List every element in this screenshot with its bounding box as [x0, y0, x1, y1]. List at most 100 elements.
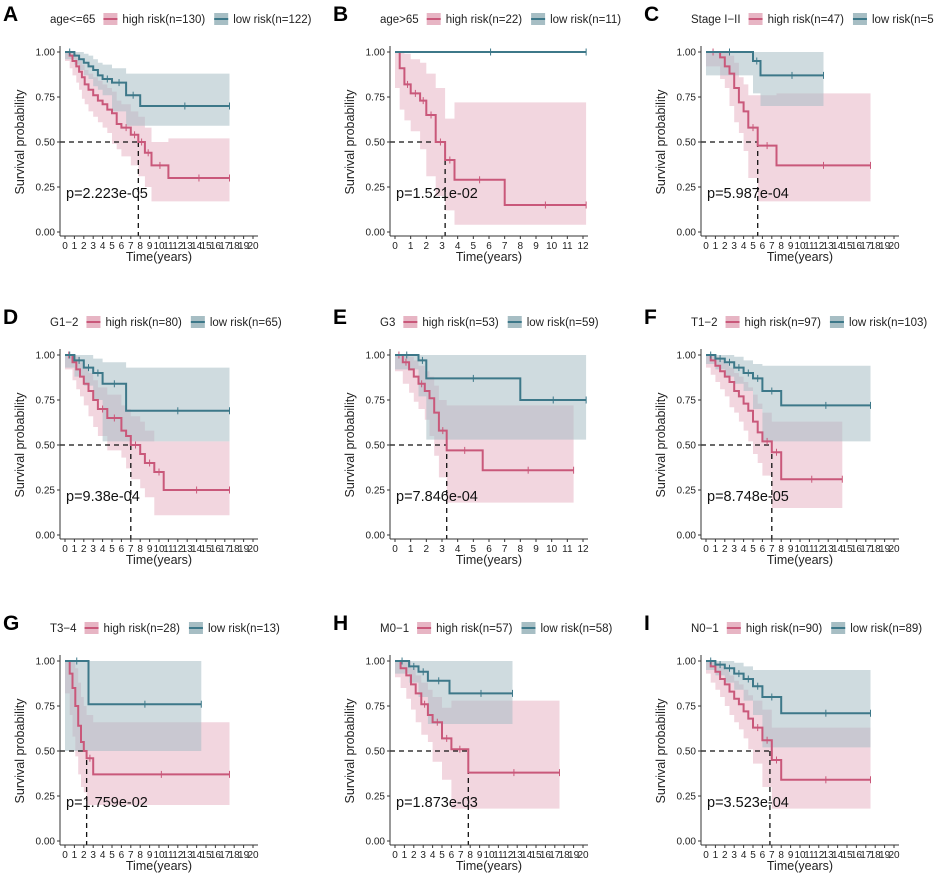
- x-tick-label: 3: [90, 850, 96, 861]
- x-tick-label: 12: [813, 241, 825, 252]
- x-tick-label: 17: [219, 241, 231, 252]
- legend-label-high: high risk(n=53): [422, 317, 499, 329]
- legend-subgroup: T1−2: [691, 317, 718, 329]
- km-panel-g: G T3−4 high risk(n=28) low risk(n=13) 0.00 0.…: [3, 612, 280, 873]
- x-tick-label: 14: [191, 850, 203, 861]
- x-tick-label: 12: [577, 241, 589, 252]
- y-tick-label: 0.00: [36, 837, 56, 848]
- x-tick-label: 12: [813, 544, 825, 555]
- x-tick-label: 6: [119, 241, 125, 252]
- x-tick-label: 9: [788, 544, 794, 555]
- y-tick-label: 0.25: [677, 183, 697, 194]
- x-tick-label: 12: [502, 850, 514, 861]
- x-tick-label: 0: [392, 850, 398, 861]
- ci-band-high: [706, 52, 871, 202]
- x-tick-label: 1: [408, 241, 414, 252]
- km-panel-c: C Stage I−II high risk(n=47) low risk(n=50)…: [644, 3, 934, 264]
- y-axis-title: Survival probability: [343, 89, 357, 195]
- x-tick-label: 11: [163, 241, 174, 252]
- x-tick-label: 17: [549, 850, 561, 861]
- x-tick-label: 2: [81, 544, 87, 555]
- legend-label-low: low risk(n=89): [850, 623, 922, 635]
- p-value: p=3.523e-04: [707, 795, 789, 811]
- km-panel-f: F T1−2 high risk(n=97) low risk(n=103) 0.00 0…: [644, 306, 927, 567]
- x-tick-label: 5: [439, 850, 445, 861]
- x-tick-label: 1: [72, 850, 78, 861]
- x-tick-label: 3: [731, 544, 737, 555]
- x-tick-label: 19: [238, 850, 250, 861]
- y-tick-label: 0.50: [36, 441, 56, 452]
- x-tick-label: 20: [888, 241, 900, 252]
- x-tick-label: 16: [540, 850, 552, 861]
- legend-label-low: low risk(n=103): [849, 317, 927, 329]
- x-tick-label: 6: [449, 850, 455, 861]
- x-tick-label: 6: [760, 544, 766, 555]
- y-tick-label: 1.00: [36, 657, 56, 668]
- x-tick-label: 15: [841, 544, 853, 555]
- x-tick-label: 5: [109, 850, 115, 861]
- x-tick-label: 7: [769, 544, 775, 555]
- x-tick-label: 7: [128, 850, 134, 861]
- y-tick-label: 0.75: [677, 93, 697, 104]
- y-tick-label: 0.25: [366, 183, 386, 194]
- y-tick-label: 1.00: [366, 657, 386, 668]
- x-axis-title: Time(years): [456, 553, 522, 567]
- x-tick-label: 2: [81, 850, 87, 861]
- x-tick-label: 14: [191, 544, 203, 555]
- x-tick-label: 17: [860, 241, 872, 252]
- legend-label-high: high risk(n=22): [446, 14, 523, 26]
- x-tick-label: 17: [219, 850, 231, 861]
- panel-label: H: [333, 612, 348, 635]
- x-tick-label: 8: [137, 544, 143, 555]
- x-tick-label: 0: [62, 544, 68, 555]
- x-tick-label: 10: [794, 850, 806, 861]
- y-axis-title: Survival probability: [343, 392, 357, 498]
- x-tick-label: 16: [851, 850, 863, 861]
- x-tick-label: 15: [841, 241, 853, 252]
- x-tick-label: 19: [568, 850, 580, 861]
- ci-band-low: [65, 355, 230, 442]
- x-tick-label: 0: [392, 544, 398, 555]
- y-axis-title: Survival probability: [654, 698, 668, 804]
- x-tick-label: 5: [109, 544, 115, 555]
- x-tick-label: 18: [229, 241, 241, 252]
- x-tick-label: 10: [546, 544, 558, 555]
- legend-label-high: high risk(n=80): [105, 317, 182, 329]
- x-tick-label: 19: [238, 241, 250, 252]
- x-tick-label: 12: [577, 544, 589, 555]
- x-tick-label: 14: [832, 241, 844, 252]
- x-tick-label: 16: [851, 544, 863, 555]
- x-tick-label: 20: [247, 850, 259, 861]
- y-tick-label: 0.75: [677, 702, 697, 713]
- y-tick-label: 1.00: [366, 351, 386, 362]
- legend-label-low: low risk(n=122): [233, 14, 311, 26]
- x-tick-label: 0: [703, 241, 709, 252]
- x-tick-label: 5: [750, 850, 756, 861]
- x-tick-label: 6: [760, 241, 766, 252]
- x-axis-title: Time(years): [456, 250, 522, 264]
- x-tick-label: 7: [769, 241, 775, 252]
- x-tick-label: 13: [823, 544, 835, 555]
- x-tick-label: 13: [512, 850, 524, 861]
- y-tick-label: 1.00: [36, 48, 56, 59]
- x-tick-label: 4: [741, 544, 747, 555]
- x-tick-label: 3: [439, 544, 445, 555]
- x-tick-label: 8: [137, 850, 143, 861]
- x-tick-label: 13: [182, 850, 194, 861]
- x-tick-label: 7: [458, 850, 464, 861]
- y-tick-label: 0.25: [366, 792, 386, 803]
- y-tick-label: 0.25: [677, 486, 697, 497]
- y-tick-label: 0.00: [36, 228, 56, 239]
- x-tick-label: 6: [486, 241, 492, 252]
- x-tick-label: 2: [424, 544, 430, 555]
- y-tick-label: 1.00: [366, 48, 386, 59]
- x-tick-label: 18: [870, 544, 882, 555]
- legend-subgroup: N0−1: [691, 623, 719, 635]
- y-axis-title: Survival probability: [13, 698, 27, 804]
- y-tick-label: 1.00: [677, 351, 697, 362]
- ci-band-low: [706, 661, 871, 748]
- x-tick-label: 11: [804, 850, 815, 861]
